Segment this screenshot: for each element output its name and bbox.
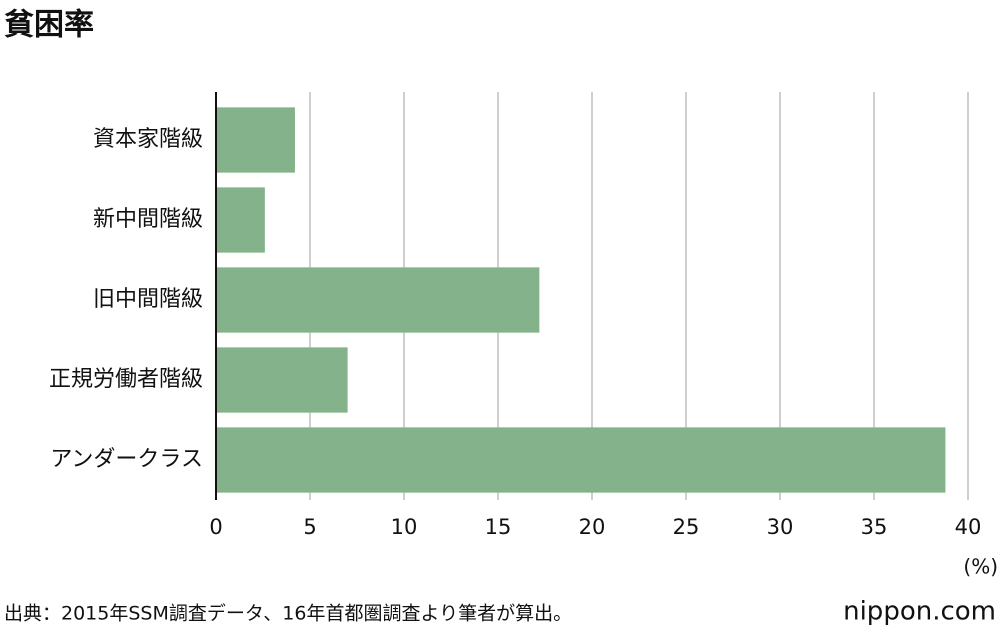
y-tick-label: 正規労働者階級: [49, 367, 203, 392]
bar: [216, 107, 295, 173]
x-tick-label: 40: [955, 515, 982, 539]
bar: [216, 267, 540, 333]
y-tick-label: アンダークラス: [50, 447, 203, 472]
x-tick-label: 5: [303, 515, 316, 539]
brand-logo: nippon.com: [843, 597, 996, 627]
chart-title: 貧困率: [4, 8, 94, 43]
x-tick-label: 25: [673, 515, 700, 539]
x-tick-label: 15: [485, 515, 512, 539]
x-axis-unit: (%): [963, 555, 998, 579]
x-tick-label: 10: [391, 515, 418, 539]
y-tick-label: 新中間階級: [93, 207, 203, 232]
source-note: 出典：2015年SSM調査データ、16年首都圏調査より筆者が算出。: [4, 603, 572, 625]
x-tick-label: 0: [209, 515, 222, 539]
x-tick-label: 20: [579, 515, 606, 539]
x-tick-label: 35: [861, 515, 888, 539]
y-tick-label: 資本家階級: [93, 127, 203, 152]
bar: [216, 187, 265, 253]
bar: [216, 347, 348, 413]
x-tick-label: 30: [767, 515, 794, 539]
bar: [216, 427, 946, 493]
y-tick-label: 旧中間階級: [93, 287, 203, 312]
